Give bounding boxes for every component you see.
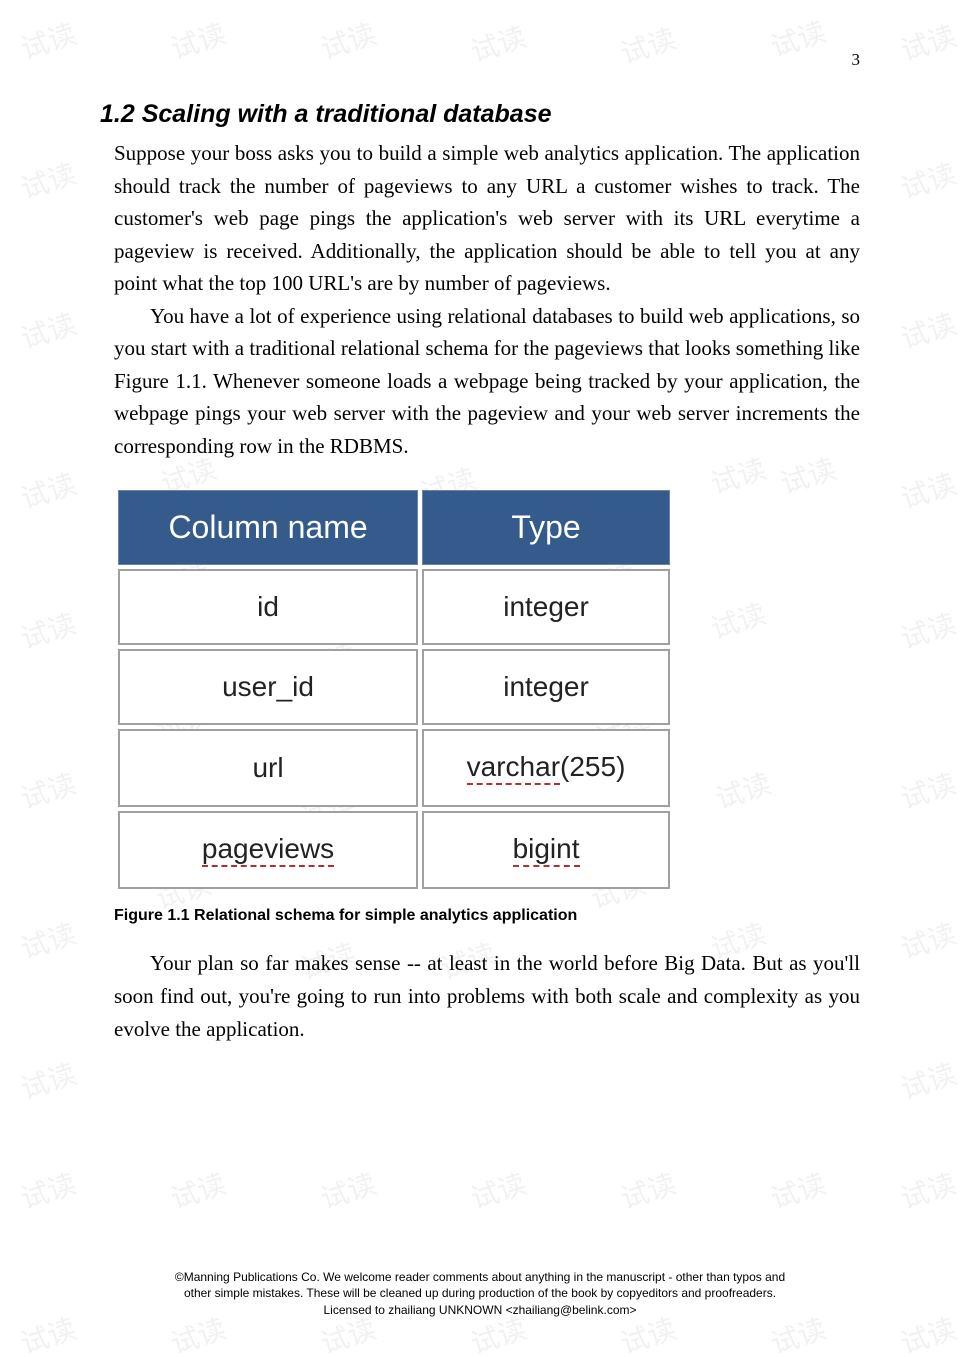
section-heading: 1.2 Scaling with a traditional database [100, 100, 860, 129]
page-content: 3 1.2 Scaling with a traditional databas… [100, 50, 860, 1045]
watermark: 试读 [895, 302, 960, 357]
watermark: 试读 [15, 912, 81, 967]
watermark: 试读 [895, 602, 960, 657]
paragraph-1: Suppose your boss asks you to build a si… [100, 137, 860, 300]
cell-name: user_id [118, 649, 418, 725]
cell-type: bigint [422, 811, 670, 889]
watermark: 试读 [895, 1052, 960, 1107]
table-row: user_id integer [118, 649, 670, 725]
watermark: 试读 [895, 152, 960, 207]
footer-line-2: other simple mistakes. These will be cle… [100, 1285, 860, 1302]
cell-name: url [118, 729, 418, 807]
cell-name: pageviews [118, 811, 418, 889]
watermark: 试读 [765, 1162, 831, 1217]
schema-table: Column name Type id integer user_id inte… [114, 486, 674, 893]
cell-type-dashed: varchar [467, 751, 560, 785]
paragraph-3: Your plan so far makes sense -- at least… [100, 947, 860, 1045]
table-row: url varchar(255) [118, 729, 670, 807]
cell-type: integer [422, 569, 670, 645]
watermark: 试读 [15, 302, 81, 357]
cell-name: id [118, 569, 418, 645]
watermark: 试读 [15, 462, 81, 517]
cell-type-dashed: bigint [513, 833, 580, 867]
table-header-col2: Type [422, 490, 670, 565]
footer-line-3: Licensed to zhailiang UNKNOWN <zhailiang… [100, 1302, 860, 1319]
watermark: 试读 [895, 762, 960, 817]
watermark: 试读 [15, 1052, 81, 1107]
page-footer: ©Manning Publications Co. We welcome rea… [100, 1269, 860, 1319]
watermark: 试读 [15, 1162, 81, 1217]
page-number: 3 [100, 50, 860, 70]
figure-caption: Figure 1.1 Relational schema for simple … [114, 907, 860, 925]
watermark: 试读 [165, 1162, 231, 1217]
table-row: pageviews bigint [118, 811, 670, 889]
watermark: 试读 [895, 1162, 960, 1217]
table-row: id integer [118, 569, 670, 645]
watermark: 试读 [895, 912, 960, 967]
watermark: 试读 [895, 1307, 960, 1357]
watermark: 试读 [15, 152, 81, 207]
watermark: 试读 [15, 762, 81, 817]
cell-name-dashed: pageviews [202, 833, 334, 867]
cell-type: varchar(255) [422, 729, 670, 807]
watermark: 试读 [15, 12, 81, 67]
watermark: 试读 [895, 462, 960, 517]
cell-type: integer [422, 649, 670, 725]
watermark: 试读 [315, 1162, 381, 1217]
watermark: 试读 [15, 1307, 81, 1357]
watermark: 试读 [15, 602, 81, 657]
paragraph-2: You have a lot of experience using relat… [100, 300, 860, 463]
watermark: 试读 [895, 14, 960, 69]
cell-type-suffix: (255) [560, 751, 625, 782]
footer-line-1: ©Manning Publications Co. We welcome rea… [100, 1269, 860, 1286]
watermark: 试读 [465, 1162, 531, 1217]
table-header-col1: Column name [118, 490, 418, 565]
watermark: 试读 [615, 1162, 681, 1217]
